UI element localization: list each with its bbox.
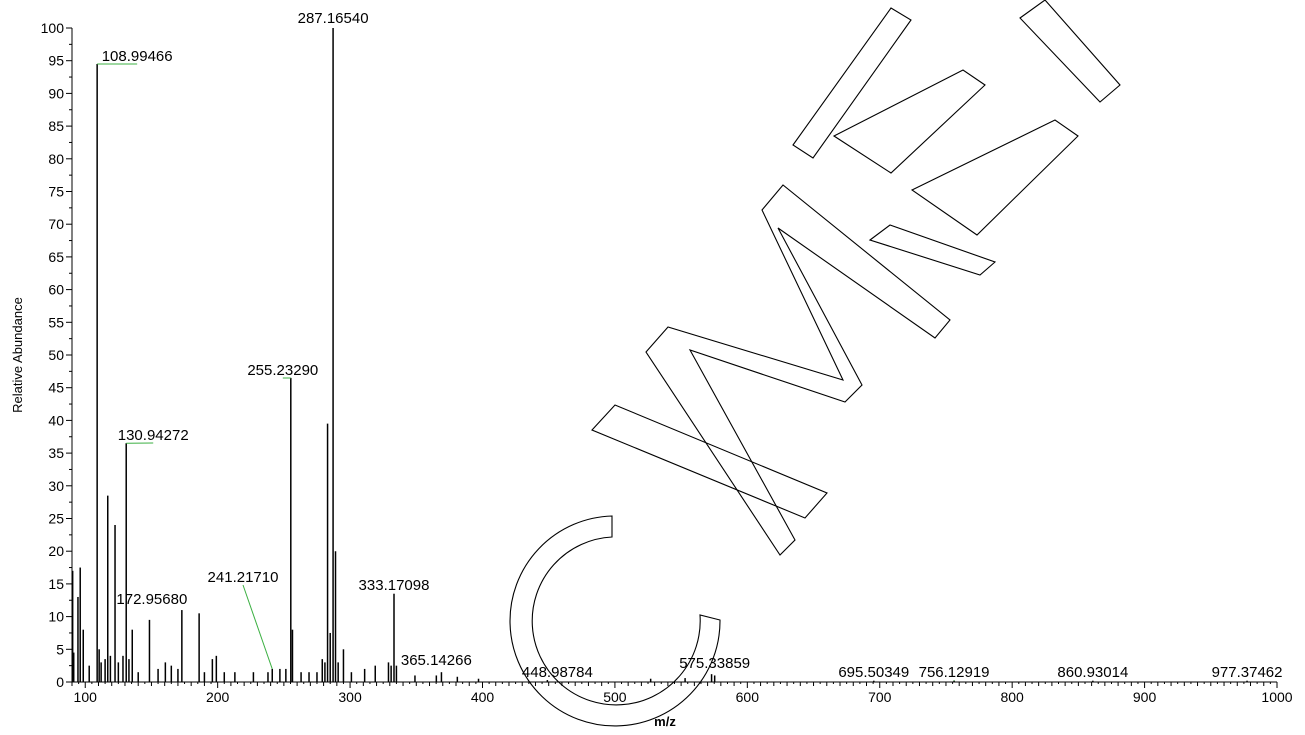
y-tick-label: 80 xyxy=(48,151,64,167)
peak-label: 241.21710 xyxy=(208,569,279,586)
y-tick-label: 30 xyxy=(48,478,64,494)
peak-label: 365.14266 xyxy=(401,652,472,669)
y-ticks: 0 5 10 15 20 25 30 35 40 45 50 55 60 65 70 75 80 85 90 95 10… xyxy=(41,20,72,690)
y-tick-label: 65 xyxy=(48,249,64,265)
x-axis-title: m/z xyxy=(654,714,676,729)
peak-label: 130.94272 xyxy=(118,427,189,444)
peak-label: 448.98784 xyxy=(522,664,593,681)
peak-label: 756.12919 xyxy=(919,664,990,681)
watermark-letter-e-spine xyxy=(793,8,911,158)
y-tick-label: 35 xyxy=(48,445,64,461)
watermark-letter-i-2 xyxy=(1020,0,1120,102)
watermark-letter-m xyxy=(646,185,950,555)
peak-label: 172.95680 xyxy=(116,591,187,608)
y-tick-label: 90 xyxy=(48,85,64,101)
y-tick-label: 85 xyxy=(48,118,64,134)
y-tick-label: 55 xyxy=(48,314,64,330)
peak-label: 575.33859 xyxy=(679,655,750,672)
x-tick-label: 200 xyxy=(206,689,230,705)
y-axis-title: Relative Abundance xyxy=(10,297,25,413)
x-tick-label: 1000 xyxy=(1261,689,1292,705)
watermark-cimei xyxy=(510,0,1120,726)
x-tick-label: 900 xyxy=(1133,689,1157,705)
y-tick-label: 0 xyxy=(56,674,64,690)
y-tick-label: 50 xyxy=(48,347,64,363)
peak-label: 287.16540 xyxy=(298,10,369,27)
watermark-letter-e-arm-1 xyxy=(834,70,985,173)
x-tick-label: 700 xyxy=(868,689,892,705)
y-tick-label: 75 xyxy=(48,184,64,200)
y-tick-label: 15 xyxy=(48,576,64,592)
x-tick-label: 100 xyxy=(74,689,98,705)
peak-label: 108.99466 xyxy=(102,48,173,65)
y-tick-label: 25 xyxy=(48,511,64,527)
peak-labels: 108.99466 130.94272 172.95680 241.21710 255.… xyxy=(97,10,1282,681)
y-tick-label: 100 xyxy=(41,20,65,36)
watermark-letter-i xyxy=(592,405,827,518)
y-tick-label: 40 xyxy=(48,412,64,428)
watermark-letter-e-arm-2 xyxy=(912,120,1078,235)
y-tick-label: 10 xyxy=(48,609,64,625)
y-tick-label: 60 xyxy=(48,282,64,298)
peak-label: 255.23290 xyxy=(247,362,318,379)
peak-label: 977.37462 xyxy=(1212,664,1283,681)
x-tick-label: 400 xyxy=(471,689,495,705)
peak-label-leader xyxy=(243,585,272,669)
x-tick-label: 600 xyxy=(736,689,760,705)
x-tick-label: 800 xyxy=(1000,689,1024,705)
y-tick-label: 70 xyxy=(48,216,64,232)
watermark-lower-bar xyxy=(870,225,995,275)
peak-label: 695.50349 xyxy=(838,664,909,681)
axes: 0 5 10 15 20 25 30 35 40 45 50 55 60 65 70 75 80 85 90 95 10… xyxy=(41,20,1293,705)
peak-label: 333.17098 xyxy=(359,577,430,594)
peak-label: 860.93014 xyxy=(1057,664,1128,681)
x-tick-label: 500 xyxy=(603,689,627,705)
y-tick-label: 45 xyxy=(48,380,64,396)
y-tick-label: 20 xyxy=(48,543,64,559)
y-tick-label: 95 xyxy=(48,53,64,69)
y-tick-label: 5 xyxy=(56,641,64,657)
x-tick-label: 300 xyxy=(338,689,362,705)
